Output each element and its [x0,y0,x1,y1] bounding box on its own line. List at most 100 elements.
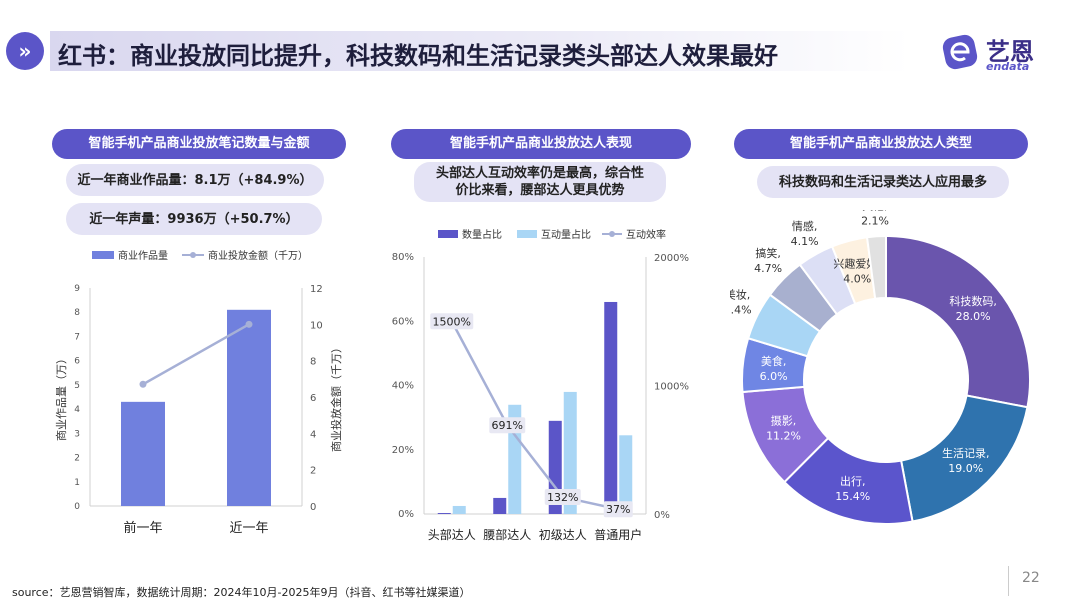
y-right-axis-title: 商业投放金额（千万） [329,342,343,452]
y-right-tick-label: 2000% [654,253,689,264]
slice-label: 美食, [761,354,787,368]
y-right-tick-label: 10 [310,320,323,331]
legend-swatch-interact [517,230,537,238]
double-chevron-right-icon: » [6,32,44,70]
page-title: 红书：商业投放同比提升，科技数码和生活记录类头部达人效果最好 [58,42,778,70]
bar-count-share [604,301,618,514]
line-efficiency [450,320,619,511]
y-tick-label: 9 [74,284,80,294]
y-tick-label: 6 [74,357,80,367]
slice-label: 生活记录, [942,446,990,460]
y-right-tick-label: 0 [310,502,316,513]
middle-panel-title: 智能手机产品商业投放达人表现 [391,129,691,159]
slice-value-label: 28.0% [956,310,991,323]
y-right-tick-label: 4 [310,429,316,440]
slice-value-label: 19.0% [948,462,983,475]
x-tick-label: 初级达人 [539,528,587,542]
right-pill: 科技数码和生活记录类达人应用最多 [757,166,1009,198]
y-tick-label: 4 [74,405,80,415]
endata-logo-icon [942,34,978,70]
x-tick-label: 前一年 [123,520,162,536]
point-amount [245,320,253,328]
page-number: 22 [1022,570,1040,586]
point-label-bg [489,417,526,434]
logo-name: 艺恩 [986,38,1034,66]
slice-label: 情感, [792,220,818,233]
y-tick-label: 5 [74,381,80,391]
line-amount [142,323,250,386]
slice-value-label: 4.7% [754,262,782,275]
y-tick-label: 0 [74,502,80,512]
legend-label-interact: 互动量占比 [541,228,591,241]
y-tick-label: 60% [392,316,414,327]
slice-label: 搞笑, [755,246,781,260]
slice-value-label: 5.4% [730,304,752,317]
y-right-tick-label: 0% [654,510,670,521]
bar-interact-share [563,391,577,514]
bar-interact-share [452,505,466,514]
point-label-bg [544,489,581,506]
slice-value-label: 2.1% [861,214,889,227]
legend-label-works: 商业作品量 [118,249,168,262]
slice-value-label: 4.1% [791,235,819,248]
x-tick-label: 头部达人 [428,527,476,542]
point-label: 691% [492,419,523,432]
y-right-tick-label: 12 [310,284,323,295]
middle-pill-line2: 价比来看，腰部达人更具优势 [455,183,625,198]
slice-value-label: 6.0% [760,370,788,383]
slice-label: 科技数码, [949,294,997,308]
y-tick-label: 20% [392,445,414,456]
y-tick-label: 3 [74,429,80,439]
logo-sub: endata [986,60,1030,73]
endata-logo: 艺恩 endata [942,30,1052,76]
y-tick-label: 1 [74,478,80,488]
bar-works [121,401,165,506]
middle-pill-line1: 头部达人互动效率仍是最高，综合性 [435,166,644,181]
legend-swatch-count [438,230,458,238]
donut-slice [899,394,1029,523]
legend-marker-amount [190,252,196,258]
y-right-tick-label: 2 [310,466,316,477]
y-axis-title: 商业作品量（万） [54,353,68,441]
creator-performance-chart: 数量占比 互动量占比 互动效率 0% 20% 40% 60% 80% 0% 1000% 2000% 头… [392,228,689,542]
y-right-tick-label: 8 [310,357,316,368]
x-tick-label: 腰部达人 [483,527,531,542]
slice-label: 出行, [840,474,866,488]
y-tick-label: 0% [398,509,414,520]
title-bar: » 红书：商业投放同比提升，科技数码和生活记录类头部达人效果最好 [0,26,940,76]
slice-value-label: 4.0% [843,273,871,286]
bar-interact-share [619,435,633,514]
point-label-bg [430,313,474,330]
slice-value-label: 15.4% [835,490,870,503]
title-band [50,31,910,71]
x-tick-label: 普通用户 [594,527,642,542]
bar-works [227,309,271,506]
x-tick-label: 近一年 [229,521,268,536]
y-right-tick-label: 1000% [654,382,689,393]
bar-count-share [493,497,507,514]
y-tick-label: 40% [392,381,414,392]
point-label-bg [603,501,633,518]
left-pill-works: 近一年商业作品量：8.1万（+84.9%） [66,164,324,196]
y-tick-label: 80% [392,252,414,263]
y-tick-label: 8 [74,308,80,318]
point-label: 132% [547,491,578,504]
left-panel-title: 智能手机产品商业投放笔记数量与金额 [52,129,346,159]
creator-type-donut-chart: 科技数码, 28.0% 生活记录, 19.0% 出行, 15.4% 摄影, 11.2% 美食, 6… [730,210,1031,525]
legend-label-count: 数量占比 [462,228,502,241]
slice-value-label: 11.2% [766,430,801,443]
source-note: source：艺恩营销智库，数据统计周期：2024年10月-2025年9月（抖音… [12,586,471,599]
y-right-tick-label: 6 [310,393,316,404]
slice-label: 其他, [862,210,888,212]
page-divider [1008,566,1009,596]
y-tick-label: 2 [74,454,80,464]
right-panel-title: 智能手机产品商业投放达人类型 [734,129,1028,159]
works-amount-chart: 商业作品量 商业投放金额（千万）0123456789024681012商业作品量（… [54,249,343,536]
point-label: 1500% [433,315,471,328]
slice-label: 兴趣爱好, [833,257,881,271]
slice-label: 美妆, [730,289,750,302]
y-tick-label: 7 [74,332,80,342]
left-pill-volume: 近一年声量：9936万（+50.7%） [66,203,322,235]
point-amount [139,380,147,388]
donut-slice [865,234,887,300]
